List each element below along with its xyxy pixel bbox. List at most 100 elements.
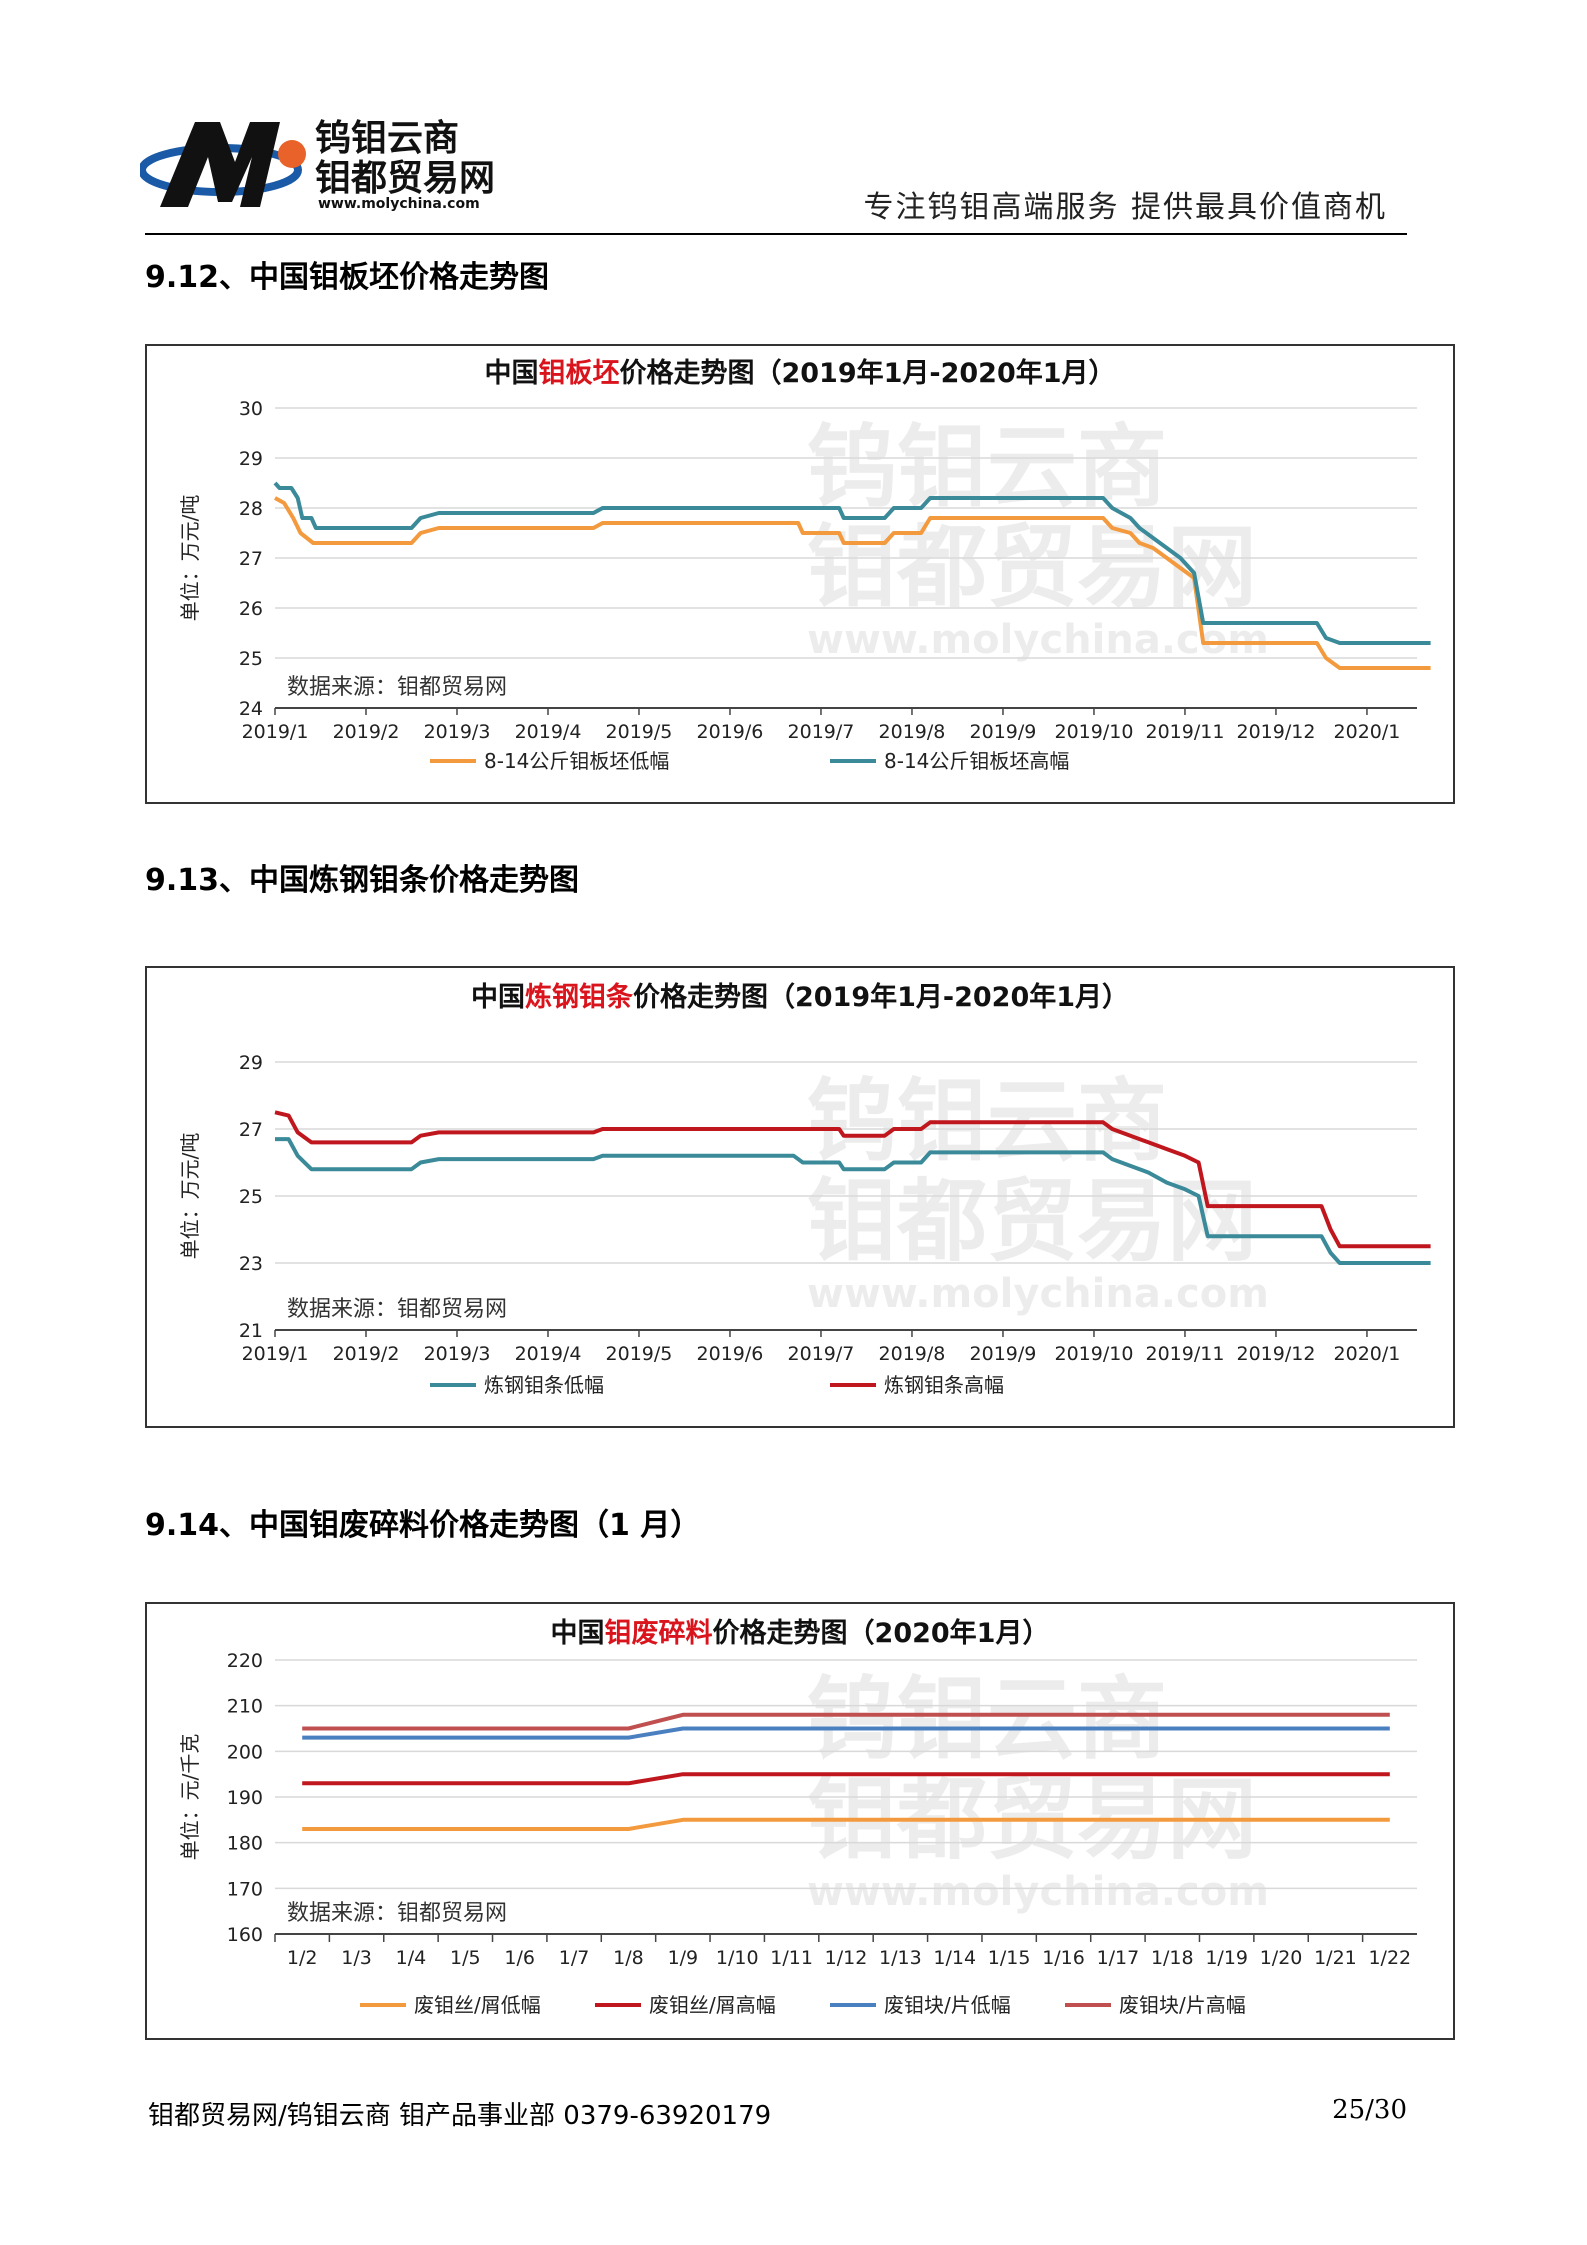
x-tick-label: 1/21 bbox=[1314, 1947, 1357, 1969]
x-tick-label: 2019/8 bbox=[879, 721, 946, 743]
x-tick-label: 2019/2 bbox=[333, 721, 400, 743]
y-tick-label: 30 bbox=[239, 398, 263, 420]
x-tick-label: 1/15 bbox=[988, 1947, 1031, 1969]
watermark-url: www.molychina.com bbox=[807, 617, 1269, 663]
x-tick-label: 2019/6 bbox=[697, 1343, 764, 1365]
legend-item: 废钼丝/屑高幅 bbox=[595, 1993, 776, 2017]
legend-item: 8-14公斤钼板坯高幅 bbox=[830, 749, 1069, 773]
x-tick-label: 1/13 bbox=[879, 1947, 922, 1969]
logo-orange-dot bbox=[278, 140, 306, 168]
footer-contact: 钼都贸易网/钨钼云商 钼产品事业部 0379-63920179 bbox=[148, 2101, 772, 2131]
watermark-line1: 钨钼云商 bbox=[807, 1667, 1167, 1772]
x-tick-label: 2019/2 bbox=[333, 1343, 400, 1365]
header-divider bbox=[145, 233, 1407, 235]
x-tick-label: 2019/4 bbox=[515, 1343, 582, 1365]
legend-label: 8-14公斤钼板坯低幅 bbox=[484, 749, 669, 773]
x-tick-label: 1/11 bbox=[770, 1947, 813, 1969]
x-tick-label: 2020/1 bbox=[1334, 721, 1401, 743]
x-tick-label: 1/2 bbox=[287, 1947, 318, 1969]
x-tick-label: 2019/11 bbox=[1145, 721, 1224, 743]
y-tick-label: 23 bbox=[239, 1253, 263, 1275]
watermark-url: www.molychina.com bbox=[807, 1271, 1269, 1317]
logo-url: www.molychina.com bbox=[318, 196, 480, 212]
legend-label: 废钼块/片高幅 bbox=[1119, 1993, 1246, 2017]
chart-title: 中国钼废碎料价格走势图（2020年1月） bbox=[551, 1617, 1050, 1649]
series-line-3 bbox=[302, 1712, 1390, 1731]
legend-item: 8-14公斤钼板坯低幅 bbox=[430, 749, 669, 773]
chart-title-highlight: 炼钢钼条 bbox=[525, 981, 634, 1013]
series-line-0 bbox=[302, 1817, 1390, 1831]
x-tick-label: 1/4 bbox=[396, 1947, 427, 1969]
legend-item: 废钼丝/屑低幅 bbox=[360, 1993, 541, 2017]
x-tick-label: 2020/1 bbox=[1334, 1343, 1401, 1365]
legend-label: 炼钢钼条低幅 bbox=[484, 1373, 604, 1397]
y-tick-label: 27 bbox=[239, 1119, 263, 1141]
legend-label: 废钼丝/屑低幅 bbox=[414, 1993, 541, 2017]
chart-title-suffix: 价格走势图（2019年1月-2020年1月） bbox=[633, 981, 1129, 1013]
chart-title: 中国炼钢钼条价格走势图（2019年1月-2020年1月） bbox=[471, 981, 1129, 1013]
x-tick-label: 2019/10 bbox=[1054, 1343, 1133, 1365]
x-tick-label: 2019/1 bbox=[242, 1343, 309, 1365]
y-tick-label: 220 bbox=[227, 1650, 263, 1672]
legend-label: 废钼丝/屑高幅 bbox=[649, 1993, 776, 2017]
x-tick-label: 1/22 bbox=[1368, 1947, 1411, 1969]
x-tick-label: 1/5 bbox=[450, 1947, 481, 1969]
section-title-9-13: 9.13、中国炼钢钼条价格走势图 bbox=[145, 863, 580, 898]
x-tick-label: 1/17 bbox=[1097, 1947, 1140, 1969]
y-axis-label: 单位：元/千克 bbox=[178, 1734, 202, 1861]
y-tick-label: 29 bbox=[239, 1052, 263, 1074]
series-line-0 bbox=[275, 1137, 1431, 1265]
x-tick-label: 1/9 bbox=[668, 1947, 699, 1969]
series-line-1 bbox=[273, 481, 1431, 645]
x-tick-label: 1/14 bbox=[933, 1947, 976, 1969]
chart-title: 中国钼板坯价格走势图（2019年1月-2020年1月） bbox=[484, 357, 1115, 389]
y-tick-label: 160 bbox=[227, 1924, 263, 1946]
chart-title-highlight: 钼废碎料 bbox=[605, 1617, 713, 1649]
x-tick-label: 2019/12 bbox=[1236, 721, 1315, 743]
y-tick-label: 25 bbox=[239, 1186, 263, 1208]
x-tick-label: 2019/7 bbox=[788, 721, 855, 743]
y-tick-label: 27 bbox=[239, 548, 263, 570]
x-tick-label: 2019/5 bbox=[606, 721, 673, 743]
x-tick-label: 2019/10 bbox=[1054, 721, 1133, 743]
y-tick-label: 29 bbox=[239, 448, 263, 470]
x-tick-label: 2019/11 bbox=[1145, 1343, 1224, 1365]
x-tick-label: 2019/8 bbox=[879, 1343, 946, 1365]
legend-label: 废钼块/片低幅 bbox=[884, 1993, 1011, 2017]
chart-title-prefix: 中国 bbox=[471, 982, 525, 1013]
x-tick-label: 1/10 bbox=[716, 1947, 759, 1969]
x-tick-label: 1/16 bbox=[1042, 1947, 1085, 1969]
page-number: 25/30 bbox=[1332, 2095, 1407, 2125]
logo-line2: 钼都贸易网 bbox=[315, 158, 495, 199]
company-logo: 钨钼云商 钼都贸易网 www.molychina.com bbox=[138, 112, 500, 212]
legend-label: 炼钢钼条高幅 bbox=[884, 1373, 1004, 1397]
series-line-1 bbox=[274, 1110, 1431, 1249]
y-tick-label: 26 bbox=[239, 598, 263, 620]
y-tick-label: 170 bbox=[227, 1878, 263, 1900]
legend-item: 炼钢钼条高幅 bbox=[830, 1373, 1004, 1397]
source-note: 数据来源：钼都贸易网 bbox=[287, 1297, 507, 1322]
x-tick-label: 2019/6 bbox=[697, 721, 764, 743]
legend-item: 炼钢钼条低幅 bbox=[430, 1373, 604, 1397]
x-tick-label: 2019/7 bbox=[788, 1343, 855, 1365]
x-tick-label: 2019/9 bbox=[970, 721, 1037, 743]
section-title-9-14: 9.14、中国钼废碎料价格走势图（1 月） bbox=[145, 1508, 701, 1543]
section-title-9-12: 9.12、中国钼板坯价格走势图 bbox=[145, 260, 550, 295]
x-tick-label: 2019/9 bbox=[970, 1343, 1037, 1365]
x-tick-label: 2019/12 bbox=[1236, 1343, 1315, 1365]
y-tick-label: 21 bbox=[239, 1320, 263, 1342]
chart-steelmaking-mo-bar: 钨钼云商 钼都贸易网 www.molychina.com 中国炼钢钼条价格走势图（20… bbox=[145, 966, 1455, 1428]
x-tick-label: 1/18 bbox=[1151, 1947, 1194, 1969]
x-tick-label: 1/20 bbox=[1260, 1947, 1303, 1969]
source-note: 数据来源：钼都贸易网 bbox=[287, 1901, 507, 1926]
x-tick-label: 2019/3 bbox=[424, 1343, 491, 1365]
watermark-line1: 钨钼云商 bbox=[807, 415, 1167, 520]
x-tick-label: 1/7 bbox=[559, 1947, 590, 1969]
header-slogan: 专注钨钼高端服务 提供最具价值商机 bbox=[863, 190, 1387, 225]
watermark-url: www.molychina.com bbox=[807, 1869, 1269, 1915]
y-axis-label: 单位：万元/吨 bbox=[178, 495, 202, 622]
